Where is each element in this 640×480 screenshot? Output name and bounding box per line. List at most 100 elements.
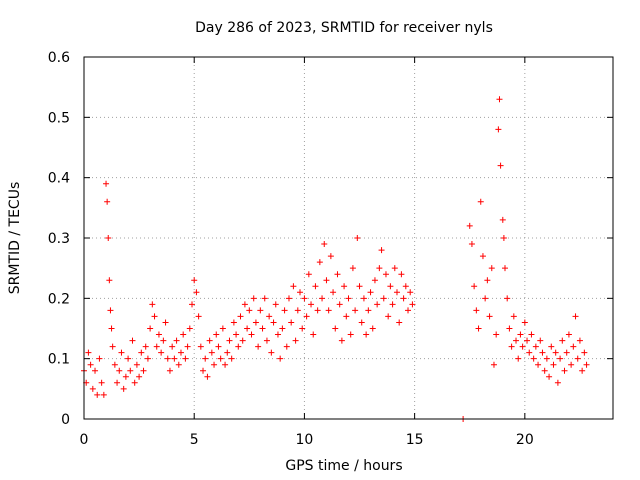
data-point xyxy=(92,367,99,374)
data-point xyxy=(171,355,178,362)
data-point xyxy=(279,325,286,332)
data-point xyxy=(484,277,491,284)
data-point xyxy=(219,325,226,332)
data-point xyxy=(499,216,506,223)
data-point xyxy=(155,331,162,338)
data-point xyxy=(213,331,220,338)
x-axis-label: GPS time / hours xyxy=(285,458,402,474)
data-point xyxy=(224,349,231,356)
data-point xyxy=(226,337,233,344)
data-point xyxy=(294,307,301,314)
data-point xyxy=(528,331,535,338)
data-point xyxy=(89,385,96,392)
data-point xyxy=(266,313,273,320)
data-point xyxy=(297,289,304,296)
data-point xyxy=(233,331,240,338)
data-point xyxy=(495,126,502,133)
data-point xyxy=(563,349,570,356)
data-point xyxy=(222,361,229,368)
data-point xyxy=(352,307,359,314)
x-tick-label: 0 xyxy=(80,432,89,448)
data-point xyxy=(557,355,564,362)
data-point xyxy=(103,180,110,187)
data-point xyxy=(96,355,103,362)
data-point xyxy=(133,361,140,368)
data-point xyxy=(142,343,149,350)
grid-lines xyxy=(84,57,613,419)
data-point xyxy=(365,307,372,314)
data-point xyxy=(393,289,400,296)
data-point xyxy=(153,343,160,350)
data-point xyxy=(327,253,334,260)
data-point xyxy=(244,325,251,332)
data-point xyxy=(486,313,493,320)
data-point xyxy=(195,313,202,320)
data-point xyxy=(290,283,297,290)
data-point xyxy=(108,325,115,332)
data-point xyxy=(341,283,348,290)
data-point xyxy=(405,307,412,314)
data-point xyxy=(466,222,473,229)
data-point xyxy=(343,313,350,320)
y-tick-label: 0.1 xyxy=(48,352,70,368)
data-point xyxy=(246,307,253,314)
data-point xyxy=(274,331,281,338)
data-point xyxy=(552,349,559,356)
data-point xyxy=(114,379,121,386)
data-point xyxy=(526,349,533,356)
data-point xyxy=(332,325,339,332)
data-point xyxy=(517,331,524,338)
x-tick-label: 5 xyxy=(190,432,199,448)
data-point xyxy=(164,355,171,362)
data-point xyxy=(541,367,548,374)
data-point xyxy=(539,349,546,356)
data-point xyxy=(250,295,257,302)
data-point xyxy=(288,319,295,326)
data-point xyxy=(277,355,284,362)
data-point xyxy=(158,349,165,356)
data-point xyxy=(398,271,405,278)
data-point xyxy=(323,277,330,284)
x-tick-labels: 0 5 10 15 20 xyxy=(80,432,534,448)
data-point xyxy=(501,265,508,272)
data-point xyxy=(177,349,184,356)
data-point xyxy=(182,355,189,362)
data-point xyxy=(197,343,204,350)
data-point xyxy=(385,313,392,320)
data-point xyxy=(376,265,383,272)
data-point xyxy=(263,337,270,344)
y-tick-label: 0.5 xyxy=(48,110,70,126)
data-point xyxy=(369,325,376,332)
data-point xyxy=(532,343,539,350)
data-point xyxy=(305,271,312,278)
data-point xyxy=(272,301,279,308)
data-point xyxy=(409,301,416,308)
data-point xyxy=(321,241,328,248)
data-point xyxy=(261,295,268,302)
data-point xyxy=(109,343,116,350)
data-point xyxy=(473,307,480,314)
data-point xyxy=(283,343,290,350)
data-point xyxy=(107,307,114,314)
data-point xyxy=(175,361,182,368)
data-point xyxy=(98,379,105,386)
data-point xyxy=(94,391,101,398)
data-point xyxy=(468,241,475,248)
y-tick-label: 0 xyxy=(61,412,70,428)
data-point xyxy=(202,355,209,362)
data-point xyxy=(292,337,299,344)
data-point xyxy=(106,277,113,284)
data-point xyxy=(400,295,407,302)
y-tick-labels: 0 0.1 0.2 0.3 0.4 0.5 0.6 xyxy=(48,50,70,428)
data-point xyxy=(259,325,266,332)
data-point xyxy=(510,313,517,320)
data-point xyxy=(85,349,92,356)
data-point xyxy=(184,343,191,350)
data-point xyxy=(581,349,588,356)
data-point xyxy=(208,349,215,356)
data-point xyxy=(217,355,224,362)
x-tick-label: 20 xyxy=(516,432,534,448)
data-point xyxy=(360,295,367,302)
data-point xyxy=(402,283,409,290)
